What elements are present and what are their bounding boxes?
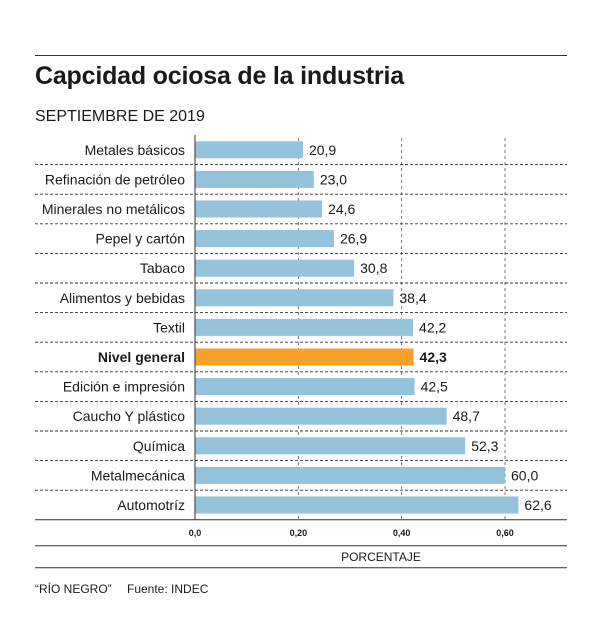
value-label: 38,4: [399, 290, 426, 306]
chart-title: Capcidad ociosa de la industria: [35, 62, 404, 90]
bar: [195, 437, 466, 455]
category-label: Automotríz: [117, 497, 185, 513]
category-label: Metalmecánica: [91, 467, 185, 483]
bar: [195, 200, 323, 218]
value-label: 62,6: [524, 497, 551, 513]
category-label: Metales básicos: [85, 142, 185, 158]
x-tick-label: 0,20: [290, 528, 308, 538]
category-label: Química: [133, 438, 185, 454]
category-label: Edición e impresión: [63, 379, 185, 395]
value-label: 42,3: [420, 349, 447, 365]
value-label: 42,2: [419, 319, 446, 335]
x-axis-label: PORCENTAJE: [341, 550, 421, 564]
x-tick-label: 0,0: [189, 528, 202, 538]
value-label: 23,0: [320, 171, 347, 187]
bar: [195, 170, 314, 188]
category-label: Minerales no metálicos: [42, 201, 185, 217]
bar: [195, 496, 519, 514]
bar: [195, 230, 334, 248]
category-label: Pepel y cartón: [96, 231, 186, 247]
top-rule: [35, 55, 567, 56]
value-label: 20,9: [309, 142, 336, 158]
x-tick-label: 0,60: [496, 528, 514, 538]
category-label: Alimentos y bebidas: [60, 290, 185, 306]
bar: [195, 466, 505, 484]
value-label: 24,6: [328, 201, 355, 217]
category-label: Textil: [153, 319, 185, 335]
category-label: Caucho Y plástico: [73, 408, 186, 424]
bar: [195, 289, 394, 307]
credit-label: “RÍO NEGRO”: [35, 582, 112, 596]
bar: [195, 318, 414, 336]
value-label: 30,8: [360, 260, 387, 276]
value-label: 52,3: [471, 438, 498, 454]
category-label: Refinación de petróleo: [45, 171, 185, 187]
category-label: Nivel general: [98, 349, 185, 365]
value-label: 26,9: [340, 231, 367, 247]
value-label: 48,7: [453, 408, 480, 424]
bar: [195, 141, 303, 159]
bar: [195, 348, 414, 366]
chart-subtitle: SEPTIEMBRE DE 2019: [35, 108, 205, 125]
category-label: Tabaco: [140, 260, 185, 276]
bar: [195, 259, 355, 277]
value-label: 60,0: [511, 467, 538, 483]
x-tick-label: 0,40: [393, 528, 411, 538]
bar: [195, 407, 447, 425]
value-label: 42,5: [421, 379, 448, 395]
source-label: Fuente: INDEC: [127, 582, 209, 596]
bar: [195, 378, 415, 396]
